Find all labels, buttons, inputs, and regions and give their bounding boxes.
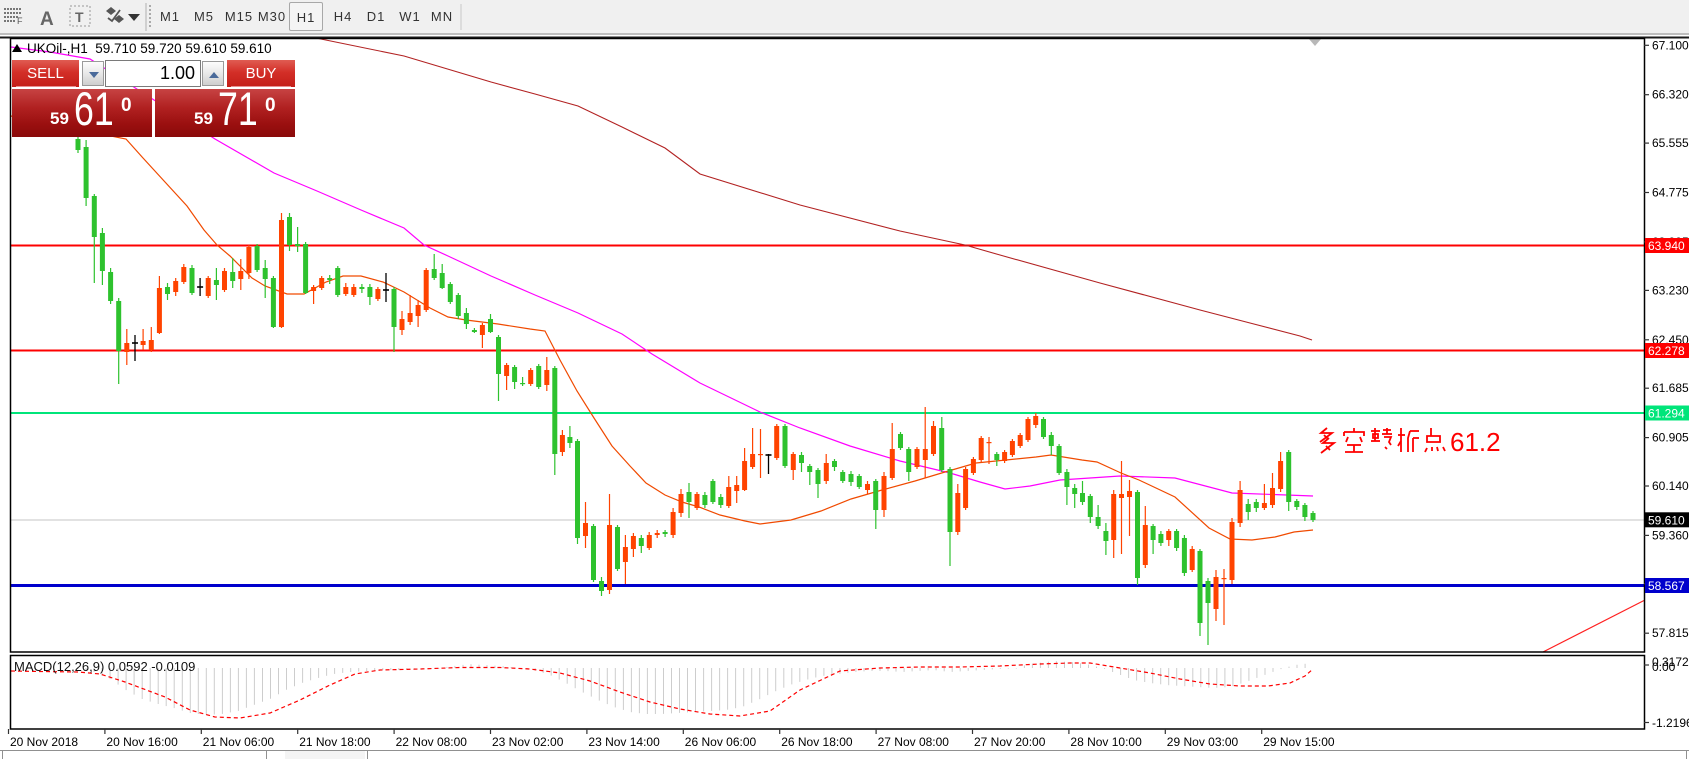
- svg-text:61.685: 61.685: [1652, 381, 1689, 395]
- svg-text:22 Nov 08:00: 22 Nov 08:00: [396, 735, 468, 749]
- svg-text:28 Nov 10:00: 28 Nov 10:00: [1070, 735, 1142, 749]
- svg-text:21 Nov 18:00: 21 Nov 18:00: [299, 735, 371, 749]
- svg-text:20 Nov 2018: 20 Nov 2018: [10, 735, 78, 749]
- svg-text:63.940: 63.940: [1648, 239, 1685, 253]
- svg-text:29 Nov 03:00: 29 Nov 03:00: [1167, 735, 1239, 749]
- svg-text:A: A: [40, 9, 54, 30]
- svg-text:21 Nov 06:00: 21 Nov 06:00: [203, 735, 275, 749]
- svg-text:-1.2196: -1.2196: [1652, 716, 1689, 730]
- svg-text:64.775: 64.775: [1652, 186, 1689, 200]
- svg-text:MACD(12,26,9) 0.0592 -0.0109: MACD(12,26,9) 0.0592 -0.0109: [14, 659, 195, 674]
- svg-text:61.2: 61.2: [1450, 427, 1501, 457]
- svg-text:27 Nov 08:00: 27 Nov 08:00: [878, 735, 950, 749]
- svg-text:59.360: 59.360: [1652, 528, 1689, 542]
- svg-text:26 Nov 18:00: 26 Nov 18:00: [781, 735, 853, 749]
- svg-text:60.905: 60.905: [1652, 431, 1689, 445]
- svg-text:27 Nov 20:00: 27 Nov 20:00: [974, 735, 1046, 749]
- svg-text:66.320: 66.320: [1652, 88, 1689, 102]
- svg-text:63.230: 63.230: [1652, 283, 1689, 297]
- svg-text:F: F: [17, 16, 23, 26]
- svg-text:T: T: [75, 9, 84, 25]
- svg-text:59.610: 59.610: [1648, 513, 1685, 527]
- svg-text:65.555: 65.555: [1652, 136, 1689, 150]
- svg-text:58.567: 58.567: [1648, 579, 1685, 593]
- svg-text:29 Nov 15:00: 29 Nov 15:00: [1263, 735, 1335, 749]
- svg-text:57.815: 57.815: [1652, 626, 1689, 640]
- svg-text:26 Nov 06:00: 26 Nov 06:00: [685, 735, 757, 749]
- svg-text:0.3172: 0.3172: [1652, 655, 1689, 669]
- svg-text:62.278: 62.278: [1648, 344, 1685, 358]
- svg-text:0.00: 0.00: [1652, 660, 1676, 674]
- svg-text:UKOil-,H1 59.710 59.720 59.61: UKOil-,H1 59.710 59.720 59.610 59.610: [27, 41, 272, 56]
- svg-text:67.100: 67.100: [1652, 38, 1689, 52]
- svg-text:23 Nov 02:00: 23 Nov 02:00: [492, 735, 564, 749]
- svg-text:23 Nov 14:00: 23 Nov 14:00: [588, 735, 660, 749]
- svg-text:61.294: 61.294: [1648, 407, 1685, 421]
- svg-text:60.140: 60.140: [1652, 479, 1689, 493]
- svg-text:20 Nov 16:00: 20 Nov 16:00: [106, 735, 178, 749]
